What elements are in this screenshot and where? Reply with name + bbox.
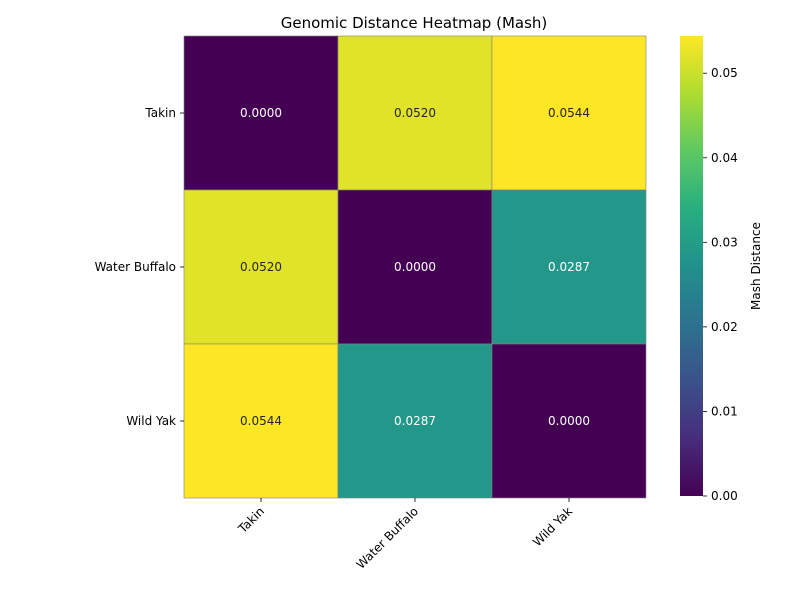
colorbar-tick-label: 0.02 [711,320,738,334]
column-tick-label: Wild Yak [530,504,575,549]
row-tick-label: Water Buffalo [95,260,176,274]
heatmap-cell [337,189,493,345]
cell-value-label: 0.0544 [548,106,590,120]
cell-value-label: 0.0000 [240,106,282,120]
colorbar-tick-label: 0.05 [711,66,738,80]
heatmap-cell [183,343,339,499]
heatmap-cell [183,189,339,345]
cell-value-label: 0.0000 [394,260,436,274]
chart-title: Genomic Distance Heatmap (Mash) [281,14,548,32]
row-tick-label: Takin [144,106,176,120]
cell-value-label: 0.0544 [240,414,282,428]
row-tick-label: Wild Yak [126,414,176,428]
cell-value-label: 0.0287 [548,260,590,274]
column-tick-label: Water Buffalo [354,504,421,571]
heatmap-cells: 0.0000 0.0520 0.0544 0.0520 0.0000 0.0287 0.05… [183,35,647,499]
heatmap-cell [183,35,339,191]
colorbar-tick-label: 0.04 [711,151,738,165]
colorbar: 0.00 0.01 0.02 0.03 0.04 0.05 Mash Distance [680,36,763,503]
cell-value-label: 0.0520 [240,260,282,274]
colorbar-tick-label: 0.00 [711,489,738,503]
column-tick-label: Takin [235,504,267,536]
cell-value-label: 0.0520 [394,106,436,120]
colorbar-tick-label: 0.03 [711,235,738,249]
heatmap-cell [337,35,493,191]
heatmap-cell [337,343,493,499]
colorbar-gradient [680,36,703,496]
heatmap-cell [491,35,647,191]
cell-value-label: 0.0287 [394,414,436,428]
colorbar-label: Mash Distance [749,222,763,310]
colorbar-tick-label: 0.01 [711,404,738,418]
row-tick-labels: Takin Water Buffalo Wild Yak [95,106,184,428]
cell-value-label: 0.0000 [548,414,590,428]
heatmap-cell [491,189,647,345]
column-tick-labels: Takin Water Buffalo Wild Yak [235,498,575,572]
